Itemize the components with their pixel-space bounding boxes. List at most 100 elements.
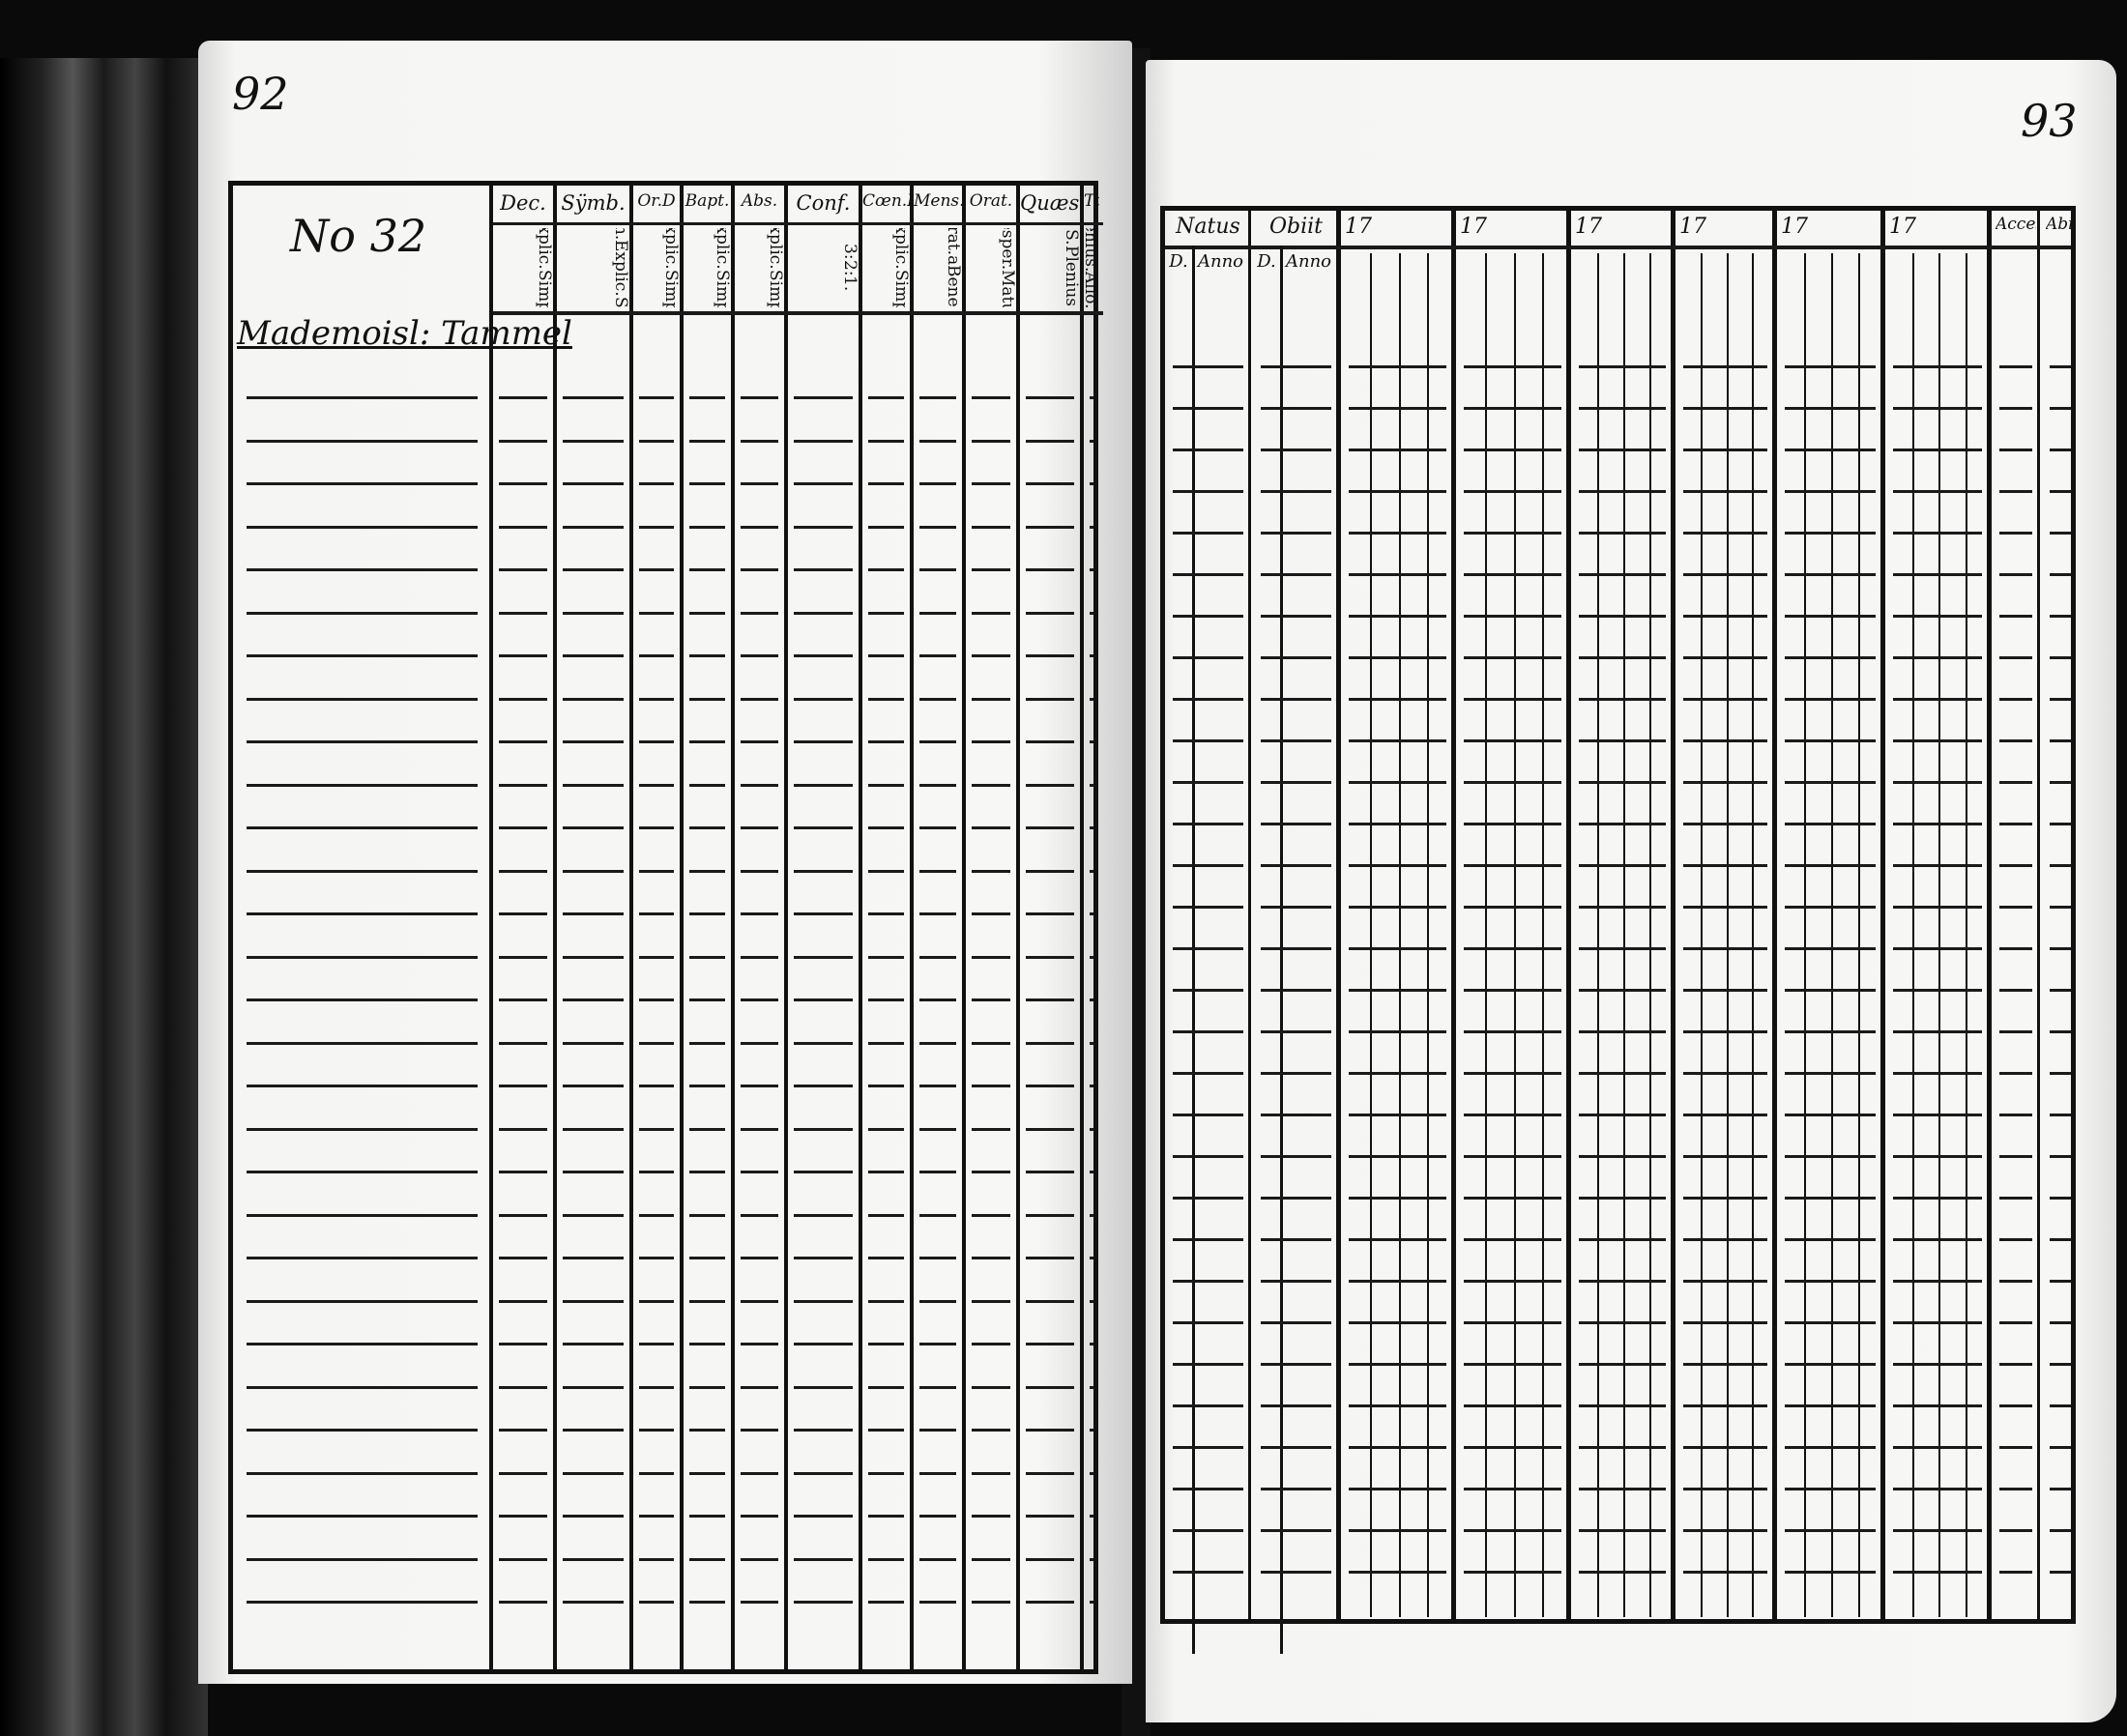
ruled-line bbox=[563, 1171, 624, 1173]
ruled-line bbox=[563, 1343, 624, 1345]
ruled-line bbox=[1893, 1197, 1982, 1200]
ruled-line bbox=[1999, 989, 2032, 992]
ruled-line bbox=[563, 956, 624, 959]
ruled-line bbox=[1785, 989, 1876, 992]
ruled-line bbox=[247, 998, 478, 1001]
ruled-line bbox=[794, 440, 853, 443]
ruled-line bbox=[919, 1042, 956, 1045]
ruled-line bbox=[689, 1515, 725, 1518]
ruled-line bbox=[1785, 1488, 1876, 1490]
ruled-line bbox=[794, 784, 853, 787]
ruled-line bbox=[972, 440, 1010, 443]
subheader-label: Explic. bbox=[766, 228, 784, 270]
column-header: 17 bbox=[1345, 217, 1372, 239]
ruled-line bbox=[1683, 615, 1767, 618]
ruled-line bbox=[1683, 1280, 1767, 1283]
ruled-line bbox=[563, 1558, 624, 1561]
ruled-line bbox=[1464, 365, 1561, 368]
column-divider bbox=[489, 186, 493, 1669]
ruled-line bbox=[247, 440, 478, 443]
ruled-line bbox=[972, 396, 1010, 399]
ruled-line bbox=[1999, 1197, 2032, 1200]
ruled-line bbox=[1026, 482, 1074, 485]
ruled-line bbox=[1261, 906, 1331, 909]
ruled-line bbox=[1090, 1300, 1093, 1303]
ruled-line bbox=[868, 526, 904, 529]
ruled-line bbox=[689, 1214, 725, 1217]
ruled-line bbox=[1261, 407, 1331, 410]
ruled-line bbox=[247, 1429, 478, 1432]
ruled-line bbox=[1464, 1238, 1561, 1241]
ruled-line bbox=[563, 1257, 624, 1259]
column-divider bbox=[784, 186, 788, 1669]
ruled-line bbox=[794, 1601, 853, 1604]
ruled-line bbox=[741, 1085, 778, 1087]
ruled-line bbox=[563, 784, 624, 787]
ruled-line bbox=[2050, 1155, 2071, 1158]
ruled-line bbox=[1261, 448, 1331, 451]
ruled-line bbox=[499, 1601, 547, 1604]
ruled-line bbox=[868, 1042, 904, 1045]
ruled-line bbox=[1026, 568, 1074, 571]
ruled-line bbox=[499, 1300, 547, 1303]
ruled-line bbox=[741, 784, 778, 787]
ruled-line bbox=[639, 1386, 674, 1389]
ruled-line bbox=[1999, 615, 2032, 618]
ruled-line bbox=[1349, 1238, 1446, 1241]
ruled-line bbox=[499, 396, 547, 399]
ruled-line bbox=[972, 1515, 1010, 1518]
ruled-line bbox=[639, 1601, 674, 1604]
ruled-line bbox=[794, 1386, 853, 1389]
ruled-line bbox=[741, 1214, 778, 1217]
ruled-line bbox=[1349, 615, 1446, 618]
ruled-line bbox=[1173, 573, 1243, 576]
ruled-line bbox=[1026, 1343, 1074, 1345]
ruled-line bbox=[1999, 947, 2032, 950]
ruled-line bbox=[1893, 739, 1982, 742]
ruled-line bbox=[741, 1042, 778, 1045]
ruled-line bbox=[1999, 1155, 2032, 1158]
ruled-line bbox=[2050, 823, 2071, 825]
ruled-line bbox=[919, 1429, 956, 1432]
ruled-line bbox=[1173, 448, 1243, 451]
column-header: Bapt. bbox=[685, 193, 730, 211]
ruled-line bbox=[689, 612, 725, 615]
ruled-line bbox=[868, 784, 904, 787]
ruled-line bbox=[499, 1386, 547, 1389]
ruled-line bbox=[1026, 526, 1074, 529]
subheader-label: Dicta.s.S. bbox=[1020, 228, 1080, 246]
ruled-line bbox=[1579, 1280, 1666, 1283]
ruled-line bbox=[1349, 864, 1446, 867]
ruled-line bbox=[919, 1601, 956, 1604]
ruled-line bbox=[499, 1558, 547, 1561]
ruled-line bbox=[2050, 1280, 2071, 1283]
ruled-line bbox=[1349, 365, 1446, 368]
ruled-line bbox=[1893, 823, 1982, 825]
ruled-line bbox=[1999, 1363, 2032, 1366]
ruled-line bbox=[1090, 1257, 1093, 1259]
ruled-line bbox=[919, 740, 956, 743]
ruled-line bbox=[1026, 784, 1074, 787]
subheader-label: Simpl. bbox=[713, 269, 731, 307]
ruled-line bbox=[1683, 1155, 1767, 1158]
ruled-line bbox=[1999, 490, 2032, 493]
ruled-line bbox=[1261, 781, 1331, 784]
ruled-line bbox=[499, 568, 547, 571]
ruled-line bbox=[1026, 1558, 1074, 1561]
ruled-line bbox=[247, 912, 478, 915]
ruled-line bbox=[972, 1343, 1010, 1345]
ruled-line bbox=[689, 654, 725, 657]
ruled-line bbox=[1464, 1321, 1561, 1324]
ruled-line bbox=[794, 1042, 853, 1045]
ruled-line bbox=[794, 1085, 853, 1087]
ruled-line bbox=[972, 526, 1010, 529]
ruled-line bbox=[1579, 781, 1666, 784]
ruled-line bbox=[741, 396, 778, 399]
ruled-line bbox=[639, 654, 674, 657]
ruled-line bbox=[794, 1515, 853, 1518]
ruled-line bbox=[2050, 1446, 2071, 1449]
ruled-line bbox=[919, 1472, 956, 1475]
ruled-line bbox=[247, 1300, 478, 1303]
column-header: Conf. bbox=[796, 193, 851, 215]
